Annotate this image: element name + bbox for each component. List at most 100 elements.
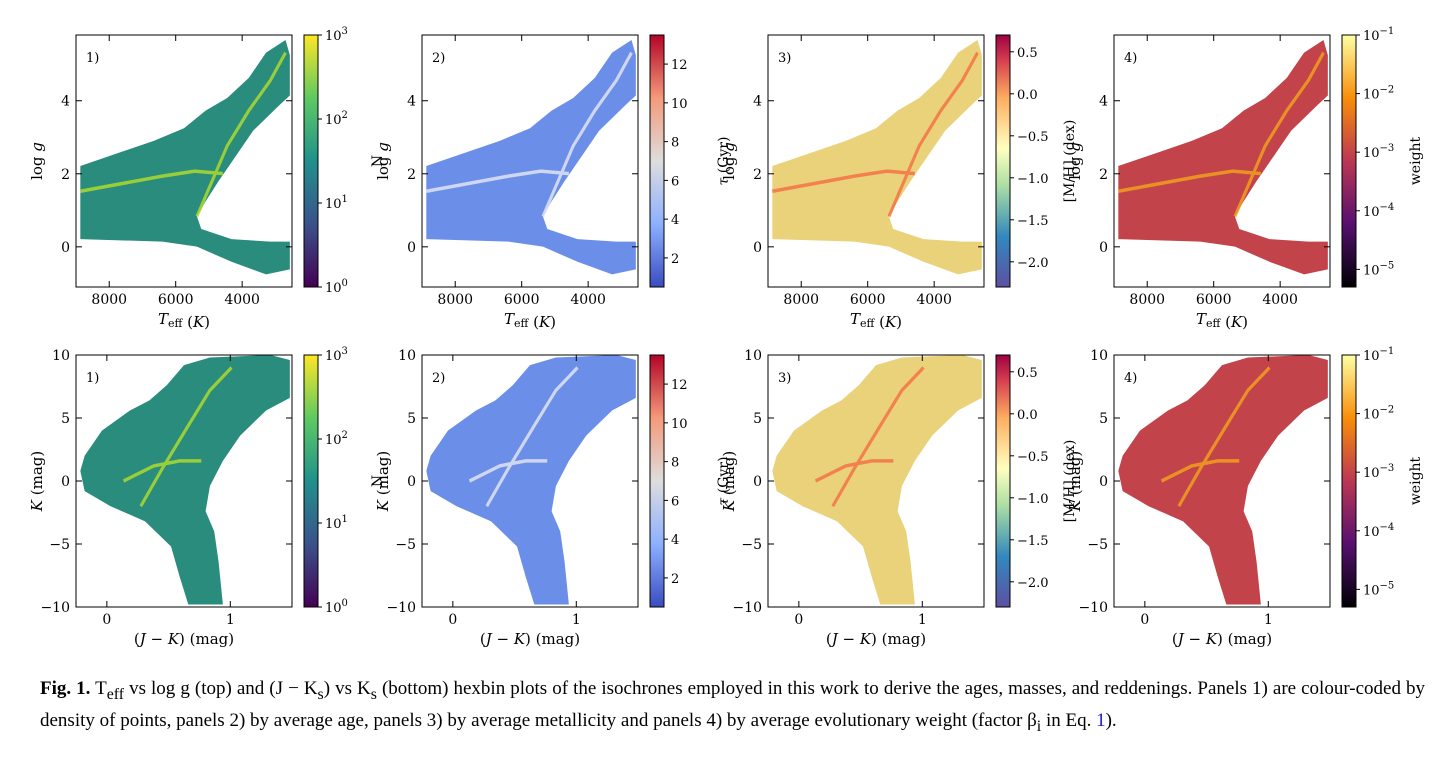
colorbar <box>995 34 1011 288</box>
caption-text-1: T <box>90 678 107 699</box>
panel-label: 1) <box>86 51 99 66</box>
caption-text-6: ). <box>1105 709 1117 731</box>
isochrone-track <box>772 51 979 218</box>
x-axis-label: (J − K) (mag) <box>480 630 580 648</box>
x-tick-label: 6000 <box>158 292 194 308</box>
x-tick-label: 8000 <box>91 292 127 308</box>
x-tick-label: 8000 <box>783 292 819 308</box>
x-tick-label: 4000 <box>570 292 606 308</box>
colorbar <box>649 34 665 288</box>
colorbar-tick-label: −0.5 <box>1017 450 1049 465</box>
caption-text-5: in Eq. <box>1041 709 1097 731</box>
caption-eq-link[interactable]: 1 <box>1096 709 1106 731</box>
y-tick-label: 5 <box>1099 411 1108 427</box>
x-axis-label: Teff (K) <box>504 310 556 331</box>
x-tick-label: 6000 <box>850 292 886 308</box>
y-tick-label: 0 <box>61 474 70 490</box>
y-axis-label: K (mag) <box>1066 451 1084 512</box>
y-tick-label: 0 <box>753 474 762 490</box>
colorbar-label: N <box>370 155 386 167</box>
y-tick-label: −10 <box>732 600 762 616</box>
hexbin-region <box>772 40 982 275</box>
caption-text-2: vs log g (top) and (J − K <box>124 678 318 699</box>
y-tick-label: 2 <box>407 167 416 183</box>
isochrone-track <box>1160 366 1271 508</box>
y-tick-label: 4 <box>753 94 762 110</box>
panel-label: 1) <box>86 371 99 386</box>
colorbar-tick-label: 0.5 <box>1017 46 1038 61</box>
y-tick-label: 10 <box>1090 348 1108 364</box>
y-axis-label: log g <box>720 142 738 180</box>
colorbar-tick-label: 0.0 <box>1017 408 1038 423</box>
hexbin-region <box>426 355 636 605</box>
x-tick-label: 1 <box>1264 612 1273 628</box>
colorbar-tick-label: 10−5 <box>1363 580 1394 598</box>
y-tick-label: 0 <box>407 474 416 490</box>
x-tick-label: 0 <box>448 612 457 628</box>
colorbar-tick-label: −1.5 <box>1017 214 1049 229</box>
colorbar-tick-label: 0.5 <box>1017 366 1038 381</box>
y-tick-label: −5 <box>1087 537 1108 553</box>
colorbar <box>1341 354 1357 608</box>
y-axis-label: K (mag) <box>720 451 738 512</box>
axes-frame <box>1113 34 1331 288</box>
panel-label: 2) <box>432 371 445 386</box>
colorbar-tick-label: 100 <box>325 278 348 296</box>
caption-sub-eff: eff <box>106 685 125 703</box>
x-tick-label: 4000 <box>916 292 952 308</box>
isochrone-track <box>122 366 233 508</box>
colorbar-tick-label: 10−2 <box>1363 85 1394 103</box>
colorbar-label: τ (Gyr) <box>716 137 732 186</box>
colorbar-tick-label: −2.0 <box>1017 256 1049 271</box>
colorbar-tick-label: 100 <box>325 598 348 616</box>
figure-caption: Fig. 1. Teff vs log g (top) and (J − Ks)… <box>40 676 1425 740</box>
colorbar-tick-label: 2 <box>671 572 679 587</box>
colorbar-label: [M/H] (dex) <box>1062 440 1078 523</box>
colorbar <box>303 354 319 608</box>
colorbar-tick-label: 6 <box>671 494 679 509</box>
panel-bottom-3: 0 1 −10 −5 0 5 10 3) (J − K) (mag) K (mag) 0.5 0.0 −… <box>720 348 1078 648</box>
colorbar-tick-label: 10−5 <box>1363 260 1394 278</box>
y-axis-label: K (mag) <box>374 451 392 512</box>
x-tick-label: 8000 <box>1129 292 1165 308</box>
colorbar-tick-label: −1.5 <box>1017 534 1049 549</box>
x-tick-label: 1 <box>226 612 235 628</box>
colorbar-label: τ (Gyr) <box>716 457 732 506</box>
x-axis-label: Teff (K) <box>850 310 902 331</box>
colorbar-tick-label: 103 <box>325 346 348 364</box>
x-axis-label: Teff (K) <box>1196 310 1248 331</box>
x-tick-label: 4000 <box>1262 292 1298 308</box>
colorbar-tick-label: −2.0 <box>1017 576 1049 591</box>
caption-sub-s2: s <box>370 685 377 703</box>
x-tick-label: 1 <box>572 612 581 628</box>
y-tick-label: 2 <box>1099 167 1108 183</box>
colorbar-tick-label: 102 <box>325 110 348 128</box>
panel-bottom-2: 0 1 −10 −5 0 5 10 2) (J − K) (mag) K (mag) 2 4 6 8 10 1… <box>374 348 732 648</box>
panel-label: 4) <box>1124 371 1137 386</box>
caption-sub-i: i <box>1036 717 1042 735</box>
x-tick-label: 6000 <box>1196 292 1232 308</box>
y-tick-label: 0 <box>1099 240 1108 256</box>
colorbar-tick-label: 10−2 <box>1363 405 1394 423</box>
colorbar-tick-label: 2 <box>671 252 679 267</box>
colorbar-tick-label: 10 <box>671 417 688 432</box>
hexbin-region <box>80 40 290 275</box>
colorbar <box>649 354 665 608</box>
y-axis-label: log g <box>28 142 46 180</box>
panel-label: 2) <box>432 51 445 66</box>
x-axis-label: (J − K) (mag) <box>826 630 926 648</box>
y-axis-label: log g <box>374 142 392 180</box>
y-axis-label: log g <box>1066 142 1084 180</box>
colorbar-tick-label: 101 <box>325 194 348 212</box>
y-axis-label: K (mag) <box>28 451 46 512</box>
panel-label: 4) <box>1124 51 1137 66</box>
y-tick-label: 0 <box>1099 474 1108 490</box>
colorbar-tick-label: 101 <box>325 514 348 532</box>
x-axis-label: (J − K) (mag) <box>1172 630 1272 648</box>
colorbar <box>303 34 319 288</box>
colorbar-tick-label: 10−3 <box>1363 143 1394 161</box>
colorbar-tick-label: 8 <box>671 136 679 151</box>
caption-sub-s1: s <box>317 685 324 703</box>
colorbar-tick-label: 0.0 <box>1017 88 1038 103</box>
axes-frame <box>767 34 985 288</box>
